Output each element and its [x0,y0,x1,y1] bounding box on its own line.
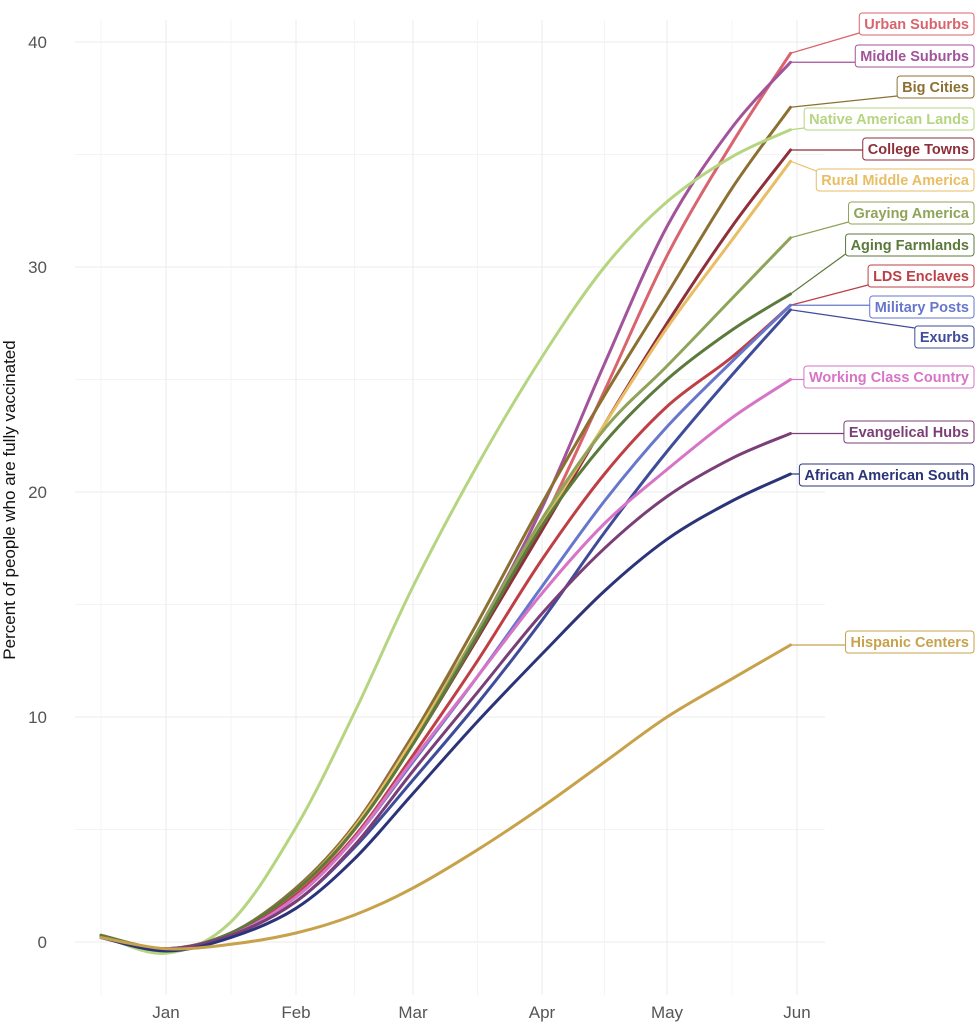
series-label: Aging Farmlands [790,233,975,295]
series-line [99,472,792,953]
series-line [99,292,792,951]
series-label-box [847,201,975,225]
series-line [99,128,792,955]
series-label: Native American Lands [790,107,975,131]
x-tick-label: Mar [398,1003,428,1022]
x-tick-label: May [651,1003,684,1022]
series-label-connector [790,160,817,172]
series-label: LDS Enclaves [790,264,975,306]
series-label-text: Evangelical Hubs [849,425,969,441]
series-label: Big Cities [790,75,975,108]
series-label-connector [790,284,869,306]
y-tick-label: 30 [28,258,47,277]
series-label-box [815,168,975,192]
series-label: Evangelical Hubs [790,420,975,444]
series-label-text: Graying America [853,206,969,222]
series-label-box [896,75,975,99]
x-tick-label: Jun [783,1003,810,1022]
series-label: Hispanic Centers [790,630,975,654]
series-label-box [798,463,975,487]
series-label-box [803,365,975,389]
series-label: Working Class Country [790,365,975,389]
series-label: Rural Middle America [790,160,975,192]
series-line [99,303,792,951]
series-label-text: Big Cities [902,80,969,96]
series-lines [99,51,792,955]
series-label-box [869,295,975,319]
series-label-text: Native American Lands [809,112,969,128]
axes: 0 10 20 30 40 Jan Feb Mar Apr May Jun [28,33,811,1022]
y-tick-label: 0 [38,933,47,952]
grid [75,20,825,995]
y-axis-title: Percent of people who are fully vaccinat… [0,340,19,659]
series-label-box [914,325,975,349]
series-label-connector [790,127,805,131]
series-label-text: Middle Suburbs [860,49,969,65]
series-line [99,643,792,951]
series-label-text: College Towns [868,142,969,158]
series-label-box [862,137,975,161]
series-line [99,236,792,951]
series-label-connector [790,253,846,295]
series-label: College Towns [790,137,975,161]
series-label-box [854,44,975,68]
series-line [99,60,792,951]
series-label-text: Aging Farmlands [851,238,969,254]
series-line [99,105,792,951]
series-label-text: Urban Suburbs [864,17,969,33]
series-label: Exurbs [790,309,975,349]
series-label-box [803,107,975,131]
series-line [99,159,792,951]
series-label-connector [790,32,860,54]
series-label-text: African American South [804,468,969,484]
series-label: African American South [790,463,975,487]
series-label-connector [790,309,915,329]
series-label-text: Rural Middle America [821,173,970,189]
series-label: Military Posts [790,295,975,319]
y-tick-label: 10 [28,708,47,727]
series-label: Urban Suburbs [790,12,975,54]
x-tick-label: Jan [152,1003,179,1022]
series-label-text: Military Posts [875,300,969,316]
series-label-connector [790,221,849,239]
y-tick-label: 20 [28,483,47,502]
series-label-connector [790,95,898,108]
y-tick-label: 40 [28,33,47,52]
series-labels: Urban Suburbs Middle Suburbs Big Cities Nat… [790,12,975,654]
series-label: Graying America [790,201,975,239]
series-label-box [843,420,975,444]
series-label-text: Working Class Country [809,370,969,386]
series-label-box [845,630,975,654]
series-label-box [858,12,975,36]
x-tick-label: Apr [529,1003,556,1022]
series-label-text: Exurbs [920,330,969,346]
series-label-box [845,233,975,257]
series-line [99,378,792,951]
series-label-box [867,264,975,288]
series-label: Middle Suburbs [790,44,975,68]
series-label-text: LDS Enclaves [873,269,969,285]
x-tick-label: Feb [281,1003,310,1022]
series-line [99,432,792,951]
series-label-text: Hispanic Centers [851,635,969,651]
series-line [99,303,792,951]
